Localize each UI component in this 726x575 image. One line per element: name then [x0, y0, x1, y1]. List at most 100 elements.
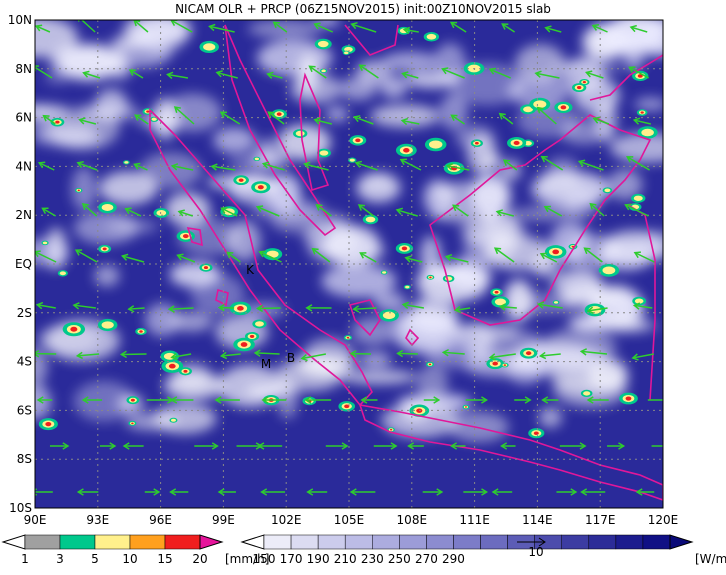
cloud — [74, 212, 139, 245]
lat-label: 2S — [17, 306, 32, 320]
lat-label: 6S — [17, 403, 32, 417]
precip-cell — [237, 306, 244, 311]
wind-arrow-head — [672, 443, 677, 449]
wind-arrow — [398, 353, 418, 354]
precip-cell — [534, 431, 539, 435]
precip-cell — [152, 118, 157, 121]
colorbar-box — [616, 535, 643, 549]
colorbar-box — [25, 535, 60, 549]
precip-cell — [602, 267, 615, 275]
colorbar-unit: [W/m^2] — [695, 552, 726, 566]
cloud — [449, 322, 521, 340]
cloud — [433, 182, 512, 208]
precip-cell — [475, 142, 479, 145]
precip-cell — [641, 111, 644, 113]
colorbar-box — [589, 535, 616, 549]
lat-label: EQ — [15, 257, 32, 271]
lat-label: 2N — [15, 208, 32, 222]
precip-cell — [171, 419, 176, 422]
precip-cell — [533, 100, 546, 108]
precip-cell — [70, 327, 77, 332]
precip-cell — [318, 41, 329, 47]
cloud — [373, 292, 406, 311]
cloud — [359, 353, 392, 367]
lon-label: 102E — [271, 513, 302, 527]
lon-label: 93E — [86, 513, 109, 527]
colorbar-box — [95, 535, 130, 549]
precip-cell — [554, 301, 558, 304]
colorbar-end — [200, 535, 222, 549]
colorbar-box — [399, 535, 426, 549]
precip-cell — [103, 247, 107, 250]
precip-cell — [258, 185, 264, 189]
cloud — [164, 372, 225, 400]
colorbar-label: 1 — [21, 552, 29, 566]
lat-label: 8S — [17, 452, 32, 466]
cloud — [568, 314, 610, 331]
precip-cell — [495, 291, 499, 294]
precip-cell — [146, 110, 149, 112]
precip-cell — [355, 139, 360, 143]
colorbar-box — [345, 535, 372, 549]
lon-label: 114E — [522, 513, 553, 527]
lat-label: 8N — [15, 62, 32, 76]
cloud — [277, 375, 298, 419]
lat-label: 6N — [15, 111, 32, 125]
lon-label: 99E — [212, 513, 235, 527]
cloud — [634, 98, 667, 111]
lon-label: 117E — [585, 513, 616, 527]
colorbar-box — [372, 535, 399, 549]
title: NICAM OLR + PRCP (06Z15NOV2015) init:00Z… — [175, 2, 551, 16]
colorbar-box — [60, 535, 95, 549]
colorbar-box — [130, 535, 165, 549]
cloud — [416, 365, 448, 398]
precip-cell — [131, 422, 134, 424]
precip-cell — [583, 81, 586, 83]
lon-label: 111E — [459, 513, 490, 527]
precip-cell — [350, 159, 355, 162]
precip-cell — [344, 52, 348, 55]
precip-cell — [124, 161, 128, 164]
cloud — [248, 20, 322, 38]
precip-cell — [465, 406, 467, 407]
cloud — [588, 358, 628, 392]
lat-label: 10N — [8, 13, 32, 27]
colorbar-box — [643, 535, 670, 549]
cloud — [636, 230, 685, 258]
colorbar-label: 250 — [388, 552, 411, 566]
cloud — [298, 53, 319, 94]
precip-cell — [296, 131, 305, 136]
precip-cell — [492, 362, 498, 366]
colorbar-label: 210 — [334, 552, 357, 566]
precip-cell — [131, 399, 135, 402]
precip-cell — [183, 234, 189, 238]
colorbar-label: 150 — [253, 552, 276, 566]
precip-cell — [405, 286, 409, 289]
colorbar-box — [318, 535, 345, 549]
precip-cell — [255, 158, 259, 161]
lon-label: 105E — [334, 513, 365, 527]
place-label: B — [287, 351, 295, 365]
lat-label: 4N — [15, 159, 32, 173]
precip-cell — [402, 247, 407, 251]
precip-cell — [45, 422, 51, 426]
cloud — [500, 160, 522, 182]
cloud — [356, 60, 390, 85]
precip-cell — [60, 271, 66, 275]
cloud — [80, 102, 139, 122]
precip-cell — [43, 242, 47, 245]
colorbar-box — [481, 535, 508, 549]
cloud — [481, 154, 502, 167]
precip-cell — [429, 140, 442, 148]
colorbar-label: 10 — [122, 552, 137, 566]
precip-cell — [552, 250, 559, 255]
lon-label: 108E — [397, 513, 428, 527]
lon-label: 120E — [648, 513, 679, 527]
cloud — [136, 12, 187, 55]
cloud — [170, 262, 221, 287]
colorbar-label: 3 — [56, 552, 64, 566]
precip-cell — [183, 370, 187, 373]
precip-cell — [429, 277, 431, 279]
